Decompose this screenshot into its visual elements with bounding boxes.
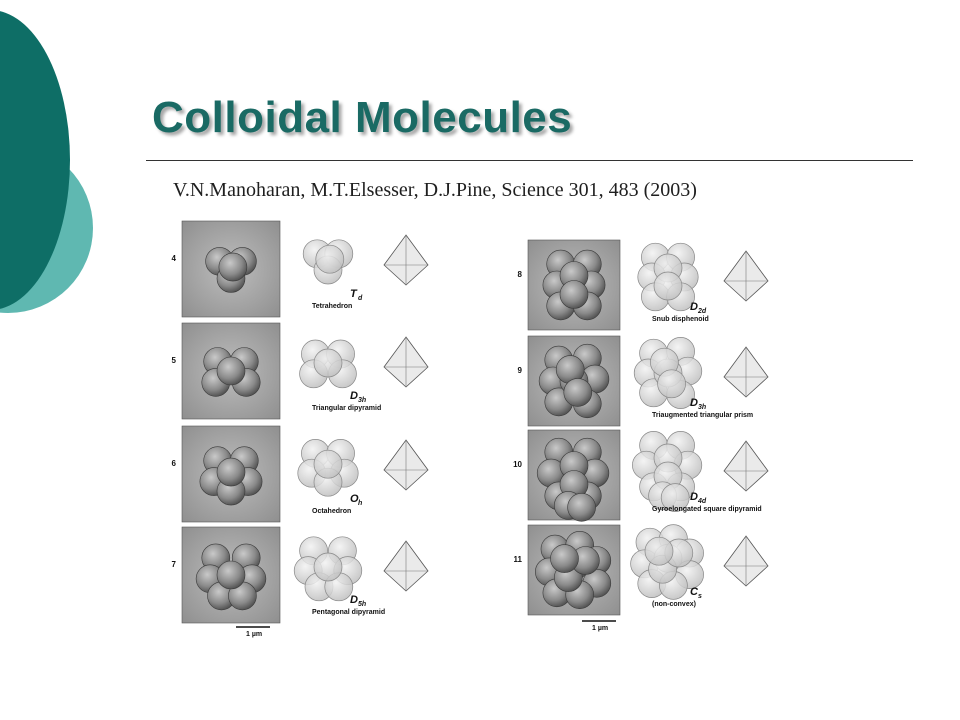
point-group-symbol: D — [350, 390, 358, 402]
polyhedron-diagram — [383, 439, 429, 491]
point-group-subscript: d — [358, 295, 363, 302]
cluster-number: 7 — [172, 560, 177, 569]
cluster-panel-6: 6 O h Octahedron — [172, 425, 429, 523]
polyhedron-diagram — [723, 346, 769, 398]
point-group-symbol: D — [350, 594, 358, 606]
point-group-symbol: C — [690, 586, 699, 598]
scale-bar-right: 1 µm — [582, 620, 616, 632]
polyhedron-diagram — [383, 336, 429, 388]
point-group-symbol: D — [690, 301, 698, 313]
point-group-symbol: T — [350, 288, 358, 300]
slide-title: Colloidal Molecules — [152, 93, 573, 142]
model-sphere — [660, 483, 690, 512]
cluster-number: 8 — [518, 270, 523, 279]
point-group-subscript: 2d — [697, 308, 707, 315]
sem-sphere — [550, 544, 579, 573]
point-group-symbol: D — [690, 397, 698, 409]
polyhedron-name: (non-convex) — [652, 601, 696, 608]
cluster-number: 5 — [172, 356, 177, 365]
cluster-number: 10 — [513, 460, 522, 469]
cluster-number: 6 — [172, 459, 177, 468]
polyhedron-diagram — [383, 234, 429, 286]
model-sphere — [653, 271, 683, 301]
polyhedron-name: Triangular dipyramid — [312, 405, 381, 412]
polyhedron-diagram — [723, 440, 769, 492]
citation: V.N.Manoharan, M.T.Elsesser, D.J.Pine, S… — [173, 179, 697, 201]
model-sphere — [315, 244, 345, 274]
polyhedron-diagram — [723, 535, 769, 587]
scale-bar-left: 1 µm — [236, 626, 270, 638]
point-group-subscript: s — [698, 593, 702, 600]
sem-sphere — [216, 560, 246, 590]
polyhedron-name: Tetrahedron — [312, 303, 352, 310]
polyhedron-name: Pentagonal dipyramid — [312, 609, 385, 616]
cluster-number: 9 — [518, 366, 523, 375]
slide-decoration — [0, 11, 93, 313]
point-group-subscript: 3h — [358, 397, 366, 404]
model-sphere — [657, 369, 686, 399]
title-divider — [146, 160, 913, 161]
polyhedron-name: Octahedron — [312, 508, 351, 515]
dark-teal-circle — [0, 11, 70, 309]
polyhedron-name: Triaugmented triangular prism — [652, 412, 753, 419]
sem-sphere — [563, 378, 593, 407]
polyhedron-name: Gyroelongated square dipyramid — [652, 506, 762, 513]
polyhedron-name: Snub disphenoid — [652, 316, 709, 323]
point-group-symbol: D — [690, 491, 698, 503]
scale-bar-label: 1 µm — [246, 631, 262, 638]
sem-sphere — [216, 356, 246, 386]
polyhedron-diagram — [383, 540, 429, 592]
polyhedron-diagram — [723, 250, 769, 302]
model-sphere — [313, 348, 343, 378]
cluster-number: 11 — [514, 555, 523, 564]
sem-sphere — [559, 280, 589, 309]
model-sphere — [313, 449, 343, 479]
point-group-subscript: 3h — [698, 404, 706, 411]
scale-bar-label: 1 µm — [592, 625, 608, 632]
sem-sphere — [218, 252, 248, 282]
cluster-panel-4: 4 T d Tetrahedron — [172, 220, 429, 318]
model-sphere — [313, 552, 343, 582]
point-group-subscript: h — [358, 500, 362, 507]
point-group-subscript: 4d — [697, 498, 707, 505]
cluster-panel-11: 11 C s(non-convex) — [514, 524, 769, 616]
point-group-subscript: 5h — [358, 601, 366, 608]
sem-sphere — [567, 492, 596, 522]
cluster-number: 4 — [172, 254, 177, 263]
model-sphere — [644, 536, 674, 566]
point-group-symbol: O — [350, 493, 359, 505]
sem-sphere — [216, 457, 246, 487]
